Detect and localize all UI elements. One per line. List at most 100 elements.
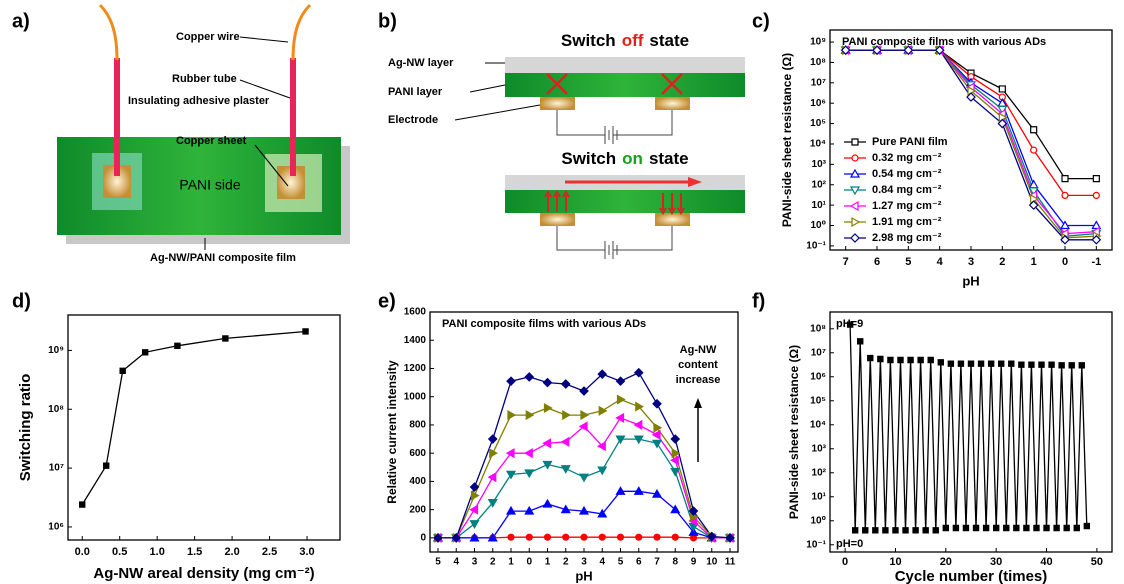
marker bbox=[581, 411, 588, 419]
marker bbox=[1014, 525, 1019, 530]
y-tick-label: 1200 bbox=[404, 363, 427, 374]
marker bbox=[104, 463, 109, 468]
electrode bbox=[540, 213, 575, 226]
marker bbox=[671, 469, 679, 476]
y-tick-label: 10² bbox=[812, 179, 827, 190]
y-axis-label: Relative current intensity bbox=[385, 360, 399, 504]
marker bbox=[1093, 176, 1099, 182]
marker bbox=[636, 534, 642, 540]
x-tick-label: 1 bbox=[1031, 256, 1037, 268]
marker bbox=[893, 528, 898, 533]
y-tick-label: 400 bbox=[409, 476, 426, 487]
marker bbox=[563, 411, 570, 419]
x-tick-label: 5 bbox=[618, 557, 624, 568]
marker bbox=[562, 466, 570, 473]
y-tick-label: 10⁵ bbox=[810, 118, 826, 129]
marker bbox=[883, 528, 888, 533]
figure: a) PANI side Copper wire Rubber tube Ins… bbox=[0, 0, 1124, 584]
x-tick-label: 0 bbox=[526, 557, 532, 568]
x-axis-label: Ag-NW areal density (mg cm⁻²) bbox=[93, 565, 314, 582]
circuit bbox=[557, 226, 672, 259]
panel-label: b) bbox=[378, 10, 397, 32]
marker bbox=[999, 86, 1005, 92]
x-tick-label: 10 bbox=[889, 556, 901, 568]
series-line bbox=[850, 325, 1087, 531]
marker bbox=[526, 411, 533, 419]
x-tick-label: 0 bbox=[1062, 256, 1068, 268]
marker bbox=[1069, 363, 1074, 368]
marker bbox=[1079, 363, 1084, 368]
marker bbox=[1062, 176, 1068, 182]
panel-label: a) bbox=[12, 10, 30, 32]
marker bbox=[1029, 362, 1034, 367]
chart-title: PANI composite films with various ADs bbox=[842, 36, 1046, 48]
marker bbox=[471, 506, 478, 514]
legend-marker bbox=[852, 139, 858, 145]
marker bbox=[1054, 525, 1059, 530]
legend-marker bbox=[852, 218, 859, 226]
marker bbox=[923, 528, 928, 533]
marker bbox=[978, 361, 983, 366]
label: Electrode bbox=[388, 114, 438, 126]
legend-marker bbox=[851, 234, 859, 242]
marker bbox=[635, 369, 643, 377]
x-tick-label: 2 bbox=[999, 256, 1005, 268]
marker bbox=[618, 396, 625, 404]
marker bbox=[994, 525, 999, 530]
marker bbox=[617, 414, 624, 422]
y-axis-label: PANI-side sheet resistance (Ω) bbox=[780, 53, 794, 227]
marker bbox=[868, 355, 873, 360]
marker bbox=[913, 528, 918, 533]
rubber-tube bbox=[290, 58, 296, 176]
marker bbox=[903, 528, 908, 533]
circuit bbox=[557, 110, 672, 144]
annotation: increase bbox=[676, 374, 721, 386]
marker bbox=[599, 407, 606, 415]
agnw-layer bbox=[505, 57, 745, 73]
x-tick-label: 7 bbox=[843, 256, 849, 268]
y-tick-label: 200 bbox=[409, 504, 426, 515]
marker bbox=[1004, 525, 1009, 530]
marker bbox=[562, 438, 569, 446]
marker bbox=[863, 528, 868, 533]
marker bbox=[526, 534, 532, 540]
marker bbox=[544, 439, 551, 447]
marker bbox=[671, 435, 679, 443]
series-line bbox=[82, 332, 305, 505]
y-tick-label: 10⁹ bbox=[810, 37, 826, 48]
marker bbox=[1074, 525, 1079, 530]
x-tick-label: 8 bbox=[672, 557, 678, 568]
x-tick-label: 6 bbox=[874, 256, 880, 268]
marker bbox=[984, 525, 989, 530]
marker bbox=[968, 361, 973, 366]
x-tick-label: 9 bbox=[691, 557, 697, 568]
leader bbox=[455, 105, 540, 120]
panel-label: f) bbox=[752, 290, 765, 312]
marker bbox=[618, 534, 624, 540]
marker bbox=[1031, 147, 1037, 153]
marker bbox=[858, 339, 863, 344]
y-tick-label: 10⁶ bbox=[810, 98, 826, 109]
marker bbox=[989, 361, 994, 366]
y-tick-label: 10⁵ bbox=[810, 395, 826, 406]
x-tick-label: 7 bbox=[654, 557, 660, 568]
marker bbox=[120, 368, 125, 373]
y-tick-label: 10⁶ bbox=[48, 522, 64, 533]
x-tick-label: 2.5 bbox=[262, 546, 277, 558]
rubber-tube bbox=[114, 58, 120, 176]
x-axis-label: pH bbox=[962, 273, 979, 288]
marker bbox=[898, 357, 903, 362]
marker bbox=[507, 471, 515, 478]
diagram-b: b) Switchoffstate Ag-NW layer PANI layer… bbox=[378, 10, 745, 259]
label: Copper sheet bbox=[176, 135, 247, 147]
y-axis-label: Switching ratio bbox=[17, 374, 34, 482]
marker bbox=[223, 336, 228, 341]
marker bbox=[489, 473, 496, 481]
x-tick-label: 0 bbox=[842, 556, 848, 568]
y-tick-label: 1000 bbox=[404, 391, 427, 402]
y-tick-label: 10⁴ bbox=[810, 139, 826, 150]
legend-label: 0.32 mg cm⁻² bbox=[872, 152, 942, 164]
y-tick-label: 10³ bbox=[812, 443, 827, 454]
marker bbox=[143, 350, 148, 355]
